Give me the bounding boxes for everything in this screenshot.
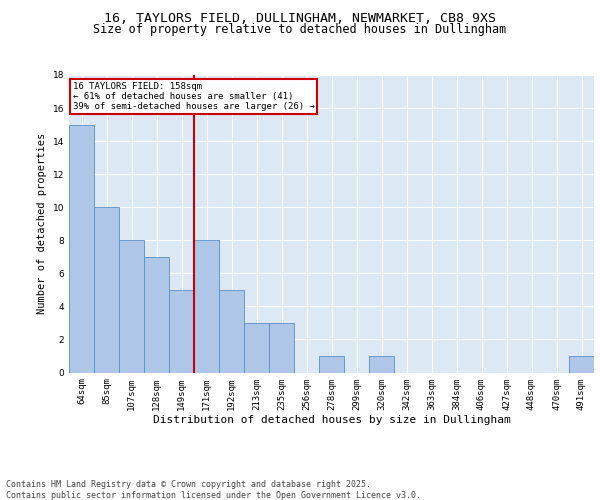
Bar <box>94 207 119 372</box>
Bar <box>169 290 194 372</box>
Bar <box>369 356 394 372</box>
Bar <box>569 356 594 372</box>
Y-axis label: Number of detached properties: Number of detached properties <box>37 133 47 314</box>
Bar <box>319 356 344 372</box>
Text: Size of property relative to detached houses in Dullingham: Size of property relative to detached ho… <box>94 22 506 36</box>
Bar <box>144 257 169 372</box>
Text: Contains HM Land Registry data © Crown copyright and database right 2025.
Contai: Contains HM Land Registry data © Crown c… <box>6 480 421 500</box>
Text: 16, TAYLORS FIELD, DULLINGHAM, NEWMARKET, CB8 9XS: 16, TAYLORS FIELD, DULLINGHAM, NEWMARKET… <box>104 12 496 26</box>
Bar <box>69 124 94 372</box>
Bar <box>219 290 244 372</box>
X-axis label: Distribution of detached houses by size in Dullingham: Distribution of detached houses by size … <box>152 415 511 425</box>
Bar <box>119 240 144 372</box>
Bar <box>269 323 294 372</box>
Bar <box>244 323 269 372</box>
Bar <box>194 240 219 372</box>
Text: 16 TAYLORS FIELD: 158sqm
← 61% of detached houses are smaller (41)
39% of semi-d: 16 TAYLORS FIELD: 158sqm ← 61% of detach… <box>73 82 314 112</box>
